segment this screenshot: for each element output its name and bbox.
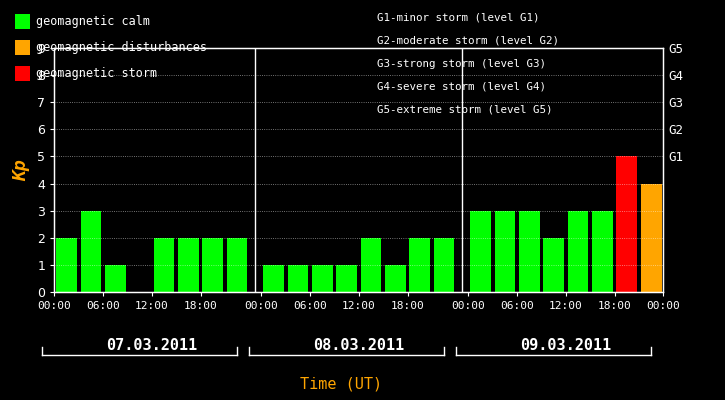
Bar — [434, 238, 455, 292]
Bar — [641, 184, 661, 292]
Bar — [410, 238, 430, 292]
Text: geomagnetic disturbances: geomagnetic disturbances — [36, 41, 207, 54]
Bar — [57, 238, 77, 292]
Text: G1-minor storm (level G1): G1-minor storm (level G1) — [377, 13, 539, 23]
Text: 09.03.2011: 09.03.2011 — [521, 338, 612, 354]
Text: G4-severe storm (level G4): G4-severe storm (level G4) — [377, 82, 546, 92]
Bar — [312, 265, 333, 292]
Bar — [544, 238, 564, 292]
Bar — [178, 238, 199, 292]
Text: Time (UT): Time (UT) — [299, 376, 382, 392]
Bar — [288, 265, 308, 292]
Bar — [592, 211, 613, 292]
Bar — [568, 211, 589, 292]
Y-axis label: Kp: Kp — [12, 159, 30, 181]
Bar — [227, 238, 247, 292]
Text: geomagnetic storm: geomagnetic storm — [36, 67, 157, 80]
Text: 07.03.2011: 07.03.2011 — [106, 338, 197, 354]
Text: G2-moderate storm (level G2): G2-moderate storm (level G2) — [377, 36, 559, 46]
Bar — [80, 211, 102, 292]
Bar — [154, 238, 174, 292]
Bar — [519, 211, 539, 292]
Text: geomagnetic calm: geomagnetic calm — [36, 15, 150, 28]
Bar — [616, 156, 637, 292]
Bar — [202, 238, 223, 292]
Bar — [336, 265, 357, 292]
Text: G5-extreme storm (level G5): G5-extreme storm (level G5) — [377, 104, 552, 114]
Text: G3-strong storm (level G3): G3-strong storm (level G3) — [377, 59, 546, 69]
Bar — [105, 265, 125, 292]
Bar — [471, 211, 491, 292]
Bar — [385, 265, 406, 292]
Text: 08.03.2011: 08.03.2011 — [313, 338, 405, 354]
Bar — [263, 265, 284, 292]
Bar — [361, 238, 381, 292]
Bar — [494, 211, 515, 292]
